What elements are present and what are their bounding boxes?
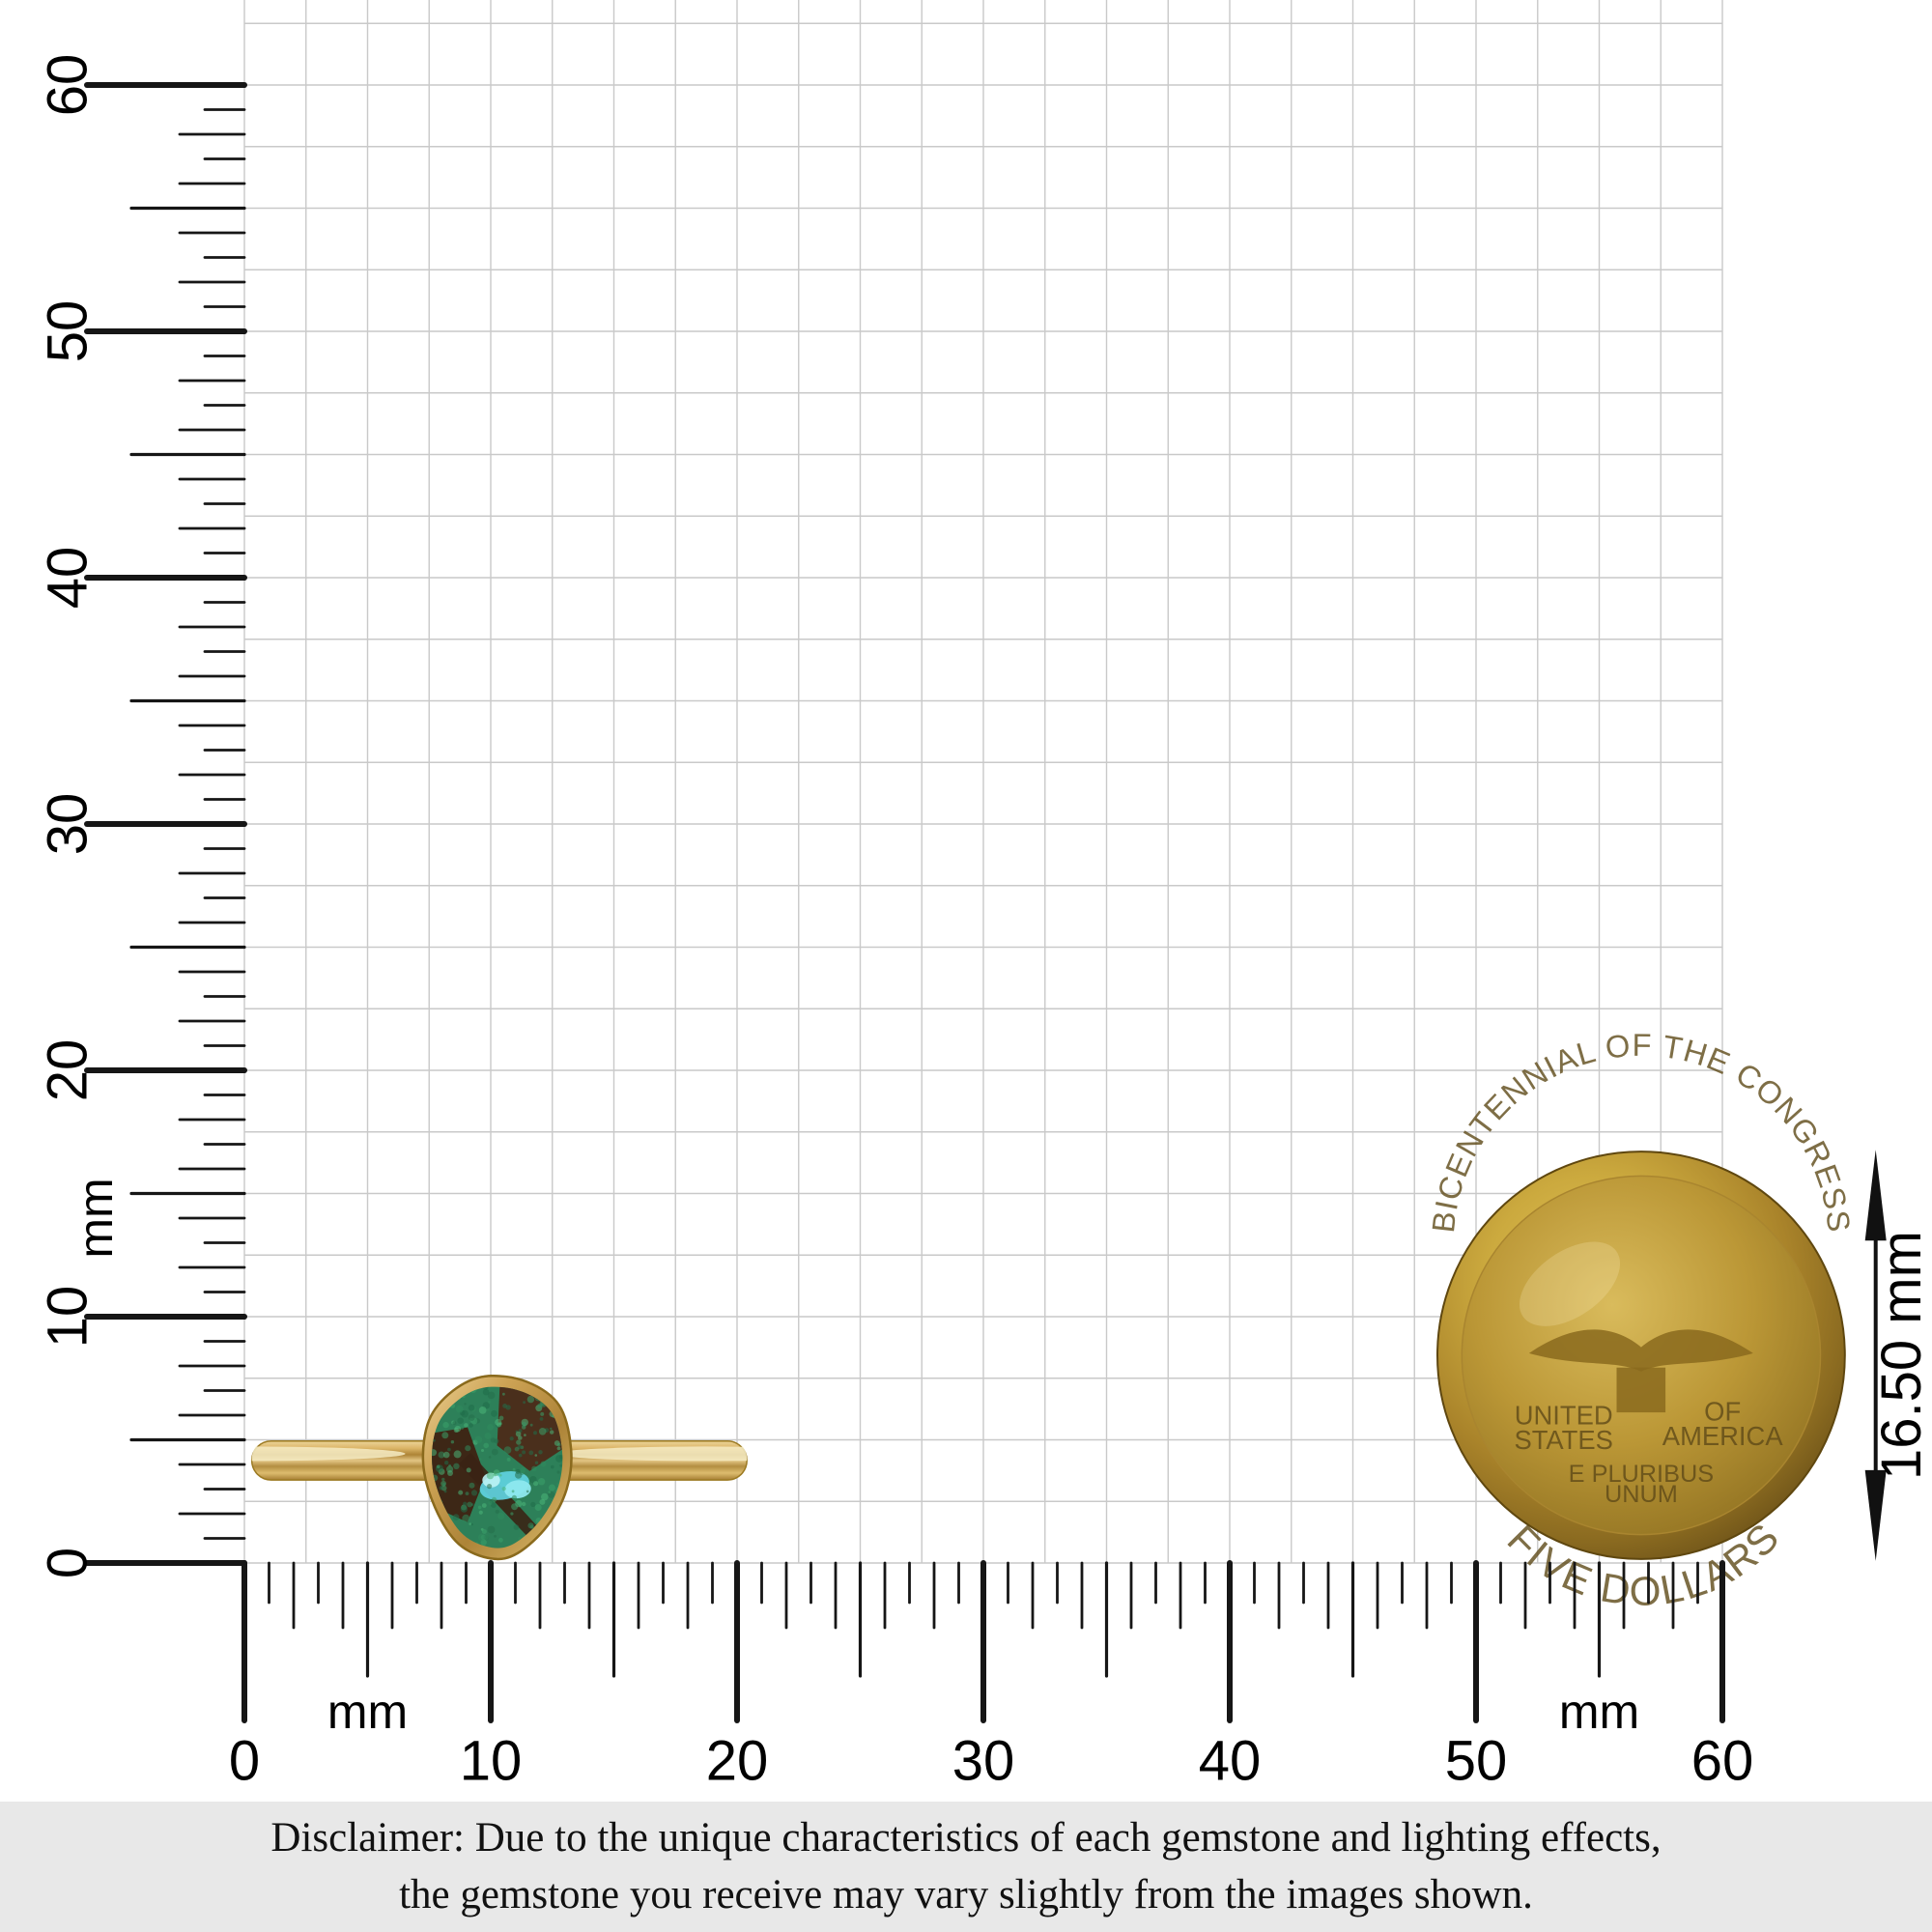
svg-text:20: 20 — [706, 1730, 769, 1793]
svg-text:40: 40 — [1199, 1730, 1262, 1793]
svg-text:STATES: STATES — [1514, 1425, 1612, 1455]
svg-text:16.50 mm: 16.50 mm — [1870, 1231, 1932, 1480]
svg-text:50: 50 — [1445, 1730, 1508, 1793]
svg-text:60: 60 — [36, 54, 99, 117]
svg-text:mm: mm — [1559, 1685, 1639, 1739]
svg-text:AMERICA: AMERICA — [1662, 1421, 1784, 1451]
svg-text:30: 30 — [36, 793, 99, 856]
svg-text:mm: mm — [69, 1178, 123, 1258]
svg-text:40: 40 — [36, 547, 99, 610]
svg-text:60: 60 — [1691, 1730, 1754, 1793]
svg-text:0: 0 — [229, 1730, 260, 1793]
svg-text:10: 10 — [460, 1730, 523, 1793]
svg-text:20: 20 — [36, 1039, 99, 1102]
svg-text:0: 0 — [36, 1548, 99, 1578]
svg-text:10: 10 — [36, 1286, 99, 1349]
svg-text:30: 30 — [952, 1730, 1015, 1793]
svg-text:mm: mm — [327, 1685, 408, 1739]
svg-text:UNUM: UNUM — [1605, 1481, 1678, 1508]
svg-text:50: 50 — [36, 300, 99, 363]
